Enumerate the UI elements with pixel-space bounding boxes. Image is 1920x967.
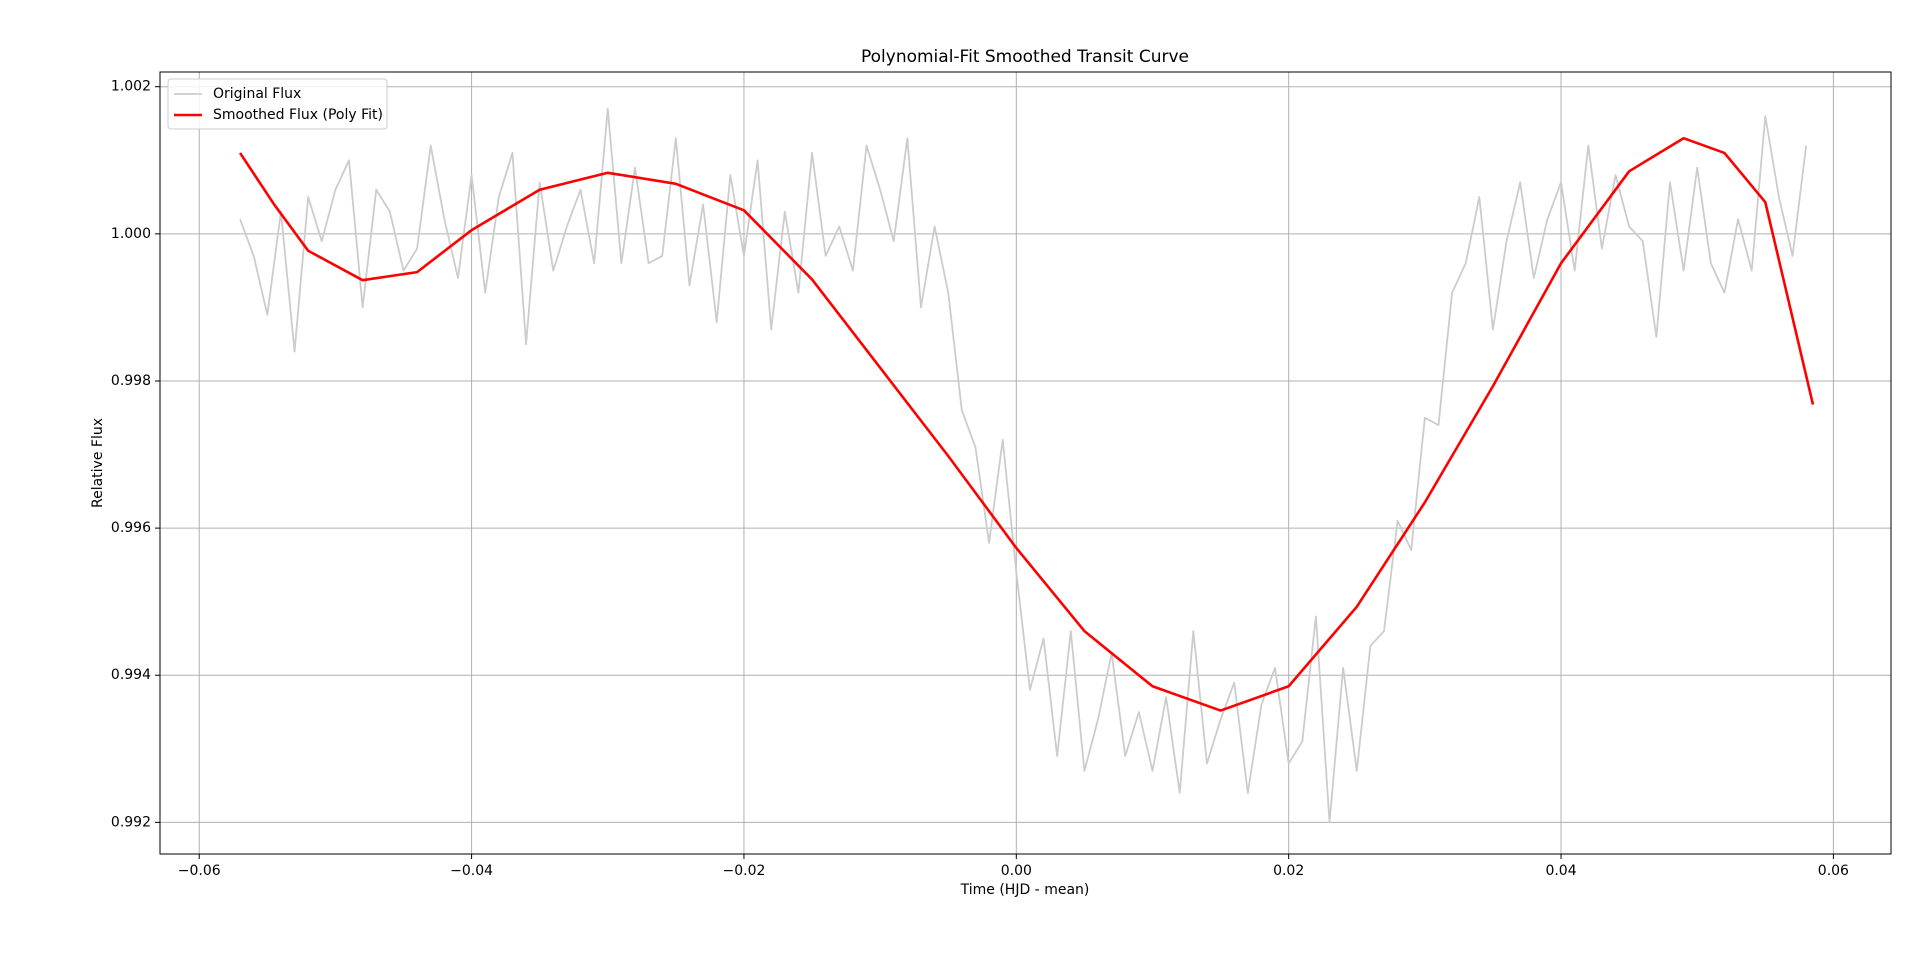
y-tick-label: 1.000: [111, 226, 151, 242]
x-axis-label: Time (HJD - mean): [960, 882, 1090, 898]
chart-title: Polynomial-Fit Smoothed Transit Curve: [861, 47, 1189, 67]
y-tick-label: 1.002: [111, 79, 151, 95]
y-tick-label: 0.994: [111, 667, 151, 683]
legend-label: Original Flux: [213, 86, 301, 102]
x-tick-label: 0.02: [1273, 863, 1304, 879]
plot-frame: [159, 71, 1892, 855]
y-tick-label: 0.998: [111, 373, 151, 389]
y-tick-label: 0.996: [111, 520, 151, 536]
x-tick-label: 0.04: [1545, 863, 1576, 879]
y-tick-label: 0.992: [111, 814, 151, 830]
x-tick-label: 0.00: [1001, 863, 1032, 879]
legend-label: Smoothed Flux (Poly Fit): [213, 107, 383, 123]
series-line: [239, 107, 1808, 824]
series-line: [238, 136, 1815, 712]
x-tick-label: −0.06: [178, 863, 221, 879]
legend-box: [167, 78, 388, 130]
y-axis-label: Relative Flux: [90, 418, 106, 508]
x-tick-label: −0.02: [722, 863, 765, 879]
grid: [160, 72, 1891, 854]
x-tick-label: 0.06: [1818, 863, 1849, 879]
x-tick-label: −0.04: [450, 863, 493, 879]
legend: Original Flux Smoothed Flux (Poly Fit): [167, 78, 388, 130]
